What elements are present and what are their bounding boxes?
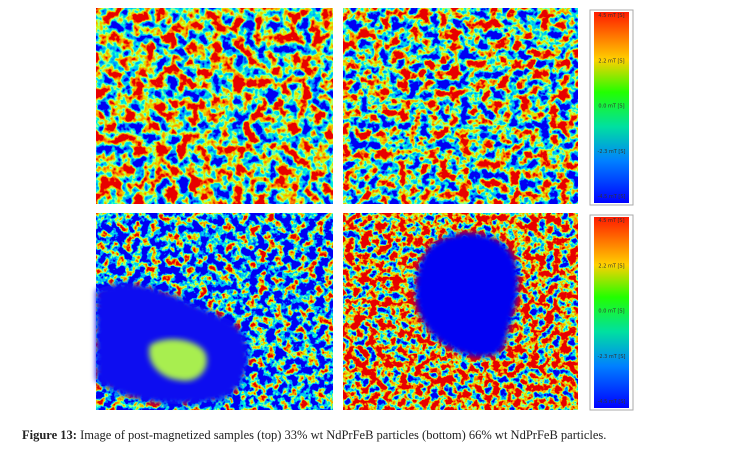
colorbar-label: -2.3 mT [S] bbox=[598, 354, 626, 360]
caption-label: Figure 13: bbox=[22, 428, 77, 442]
map-bottom-right bbox=[343, 213, 578, 410]
map-top-left bbox=[96, 8, 333, 204]
figure: 4.5 mT [S] 2.2 mT [S] 0.0 mT [S] -2.3 mT [S… bbox=[96, 8, 634, 411]
colorbar-label: 4.5 mT [S] bbox=[598, 218, 624, 224]
colorbar-top bbox=[589, 9, 634, 206]
map-top-right bbox=[343, 8, 578, 204]
caption: Figure 13: Image of post-magnetized samp… bbox=[22, 428, 734, 443]
colorbar-label: 0.0 mT [S] bbox=[598, 104, 624, 110]
colorbar-bottom bbox=[589, 214, 634, 411]
colorbar-label: 2.2 mT [S] bbox=[598, 58, 624, 64]
colorbar-label: 2.2 mT [S] bbox=[598, 263, 624, 269]
map-bottom-left bbox=[96, 213, 333, 410]
colorbar-label: -2.3 mT [S] bbox=[598, 149, 626, 155]
colorbar-label: -4.5 mT [S] bbox=[598, 399, 626, 405]
colorbar-label: -4.5 mT [S] bbox=[598, 194, 626, 200]
colorbar-label: 4.5 mT [S] bbox=[598, 13, 624, 19]
caption-text: Image of post-magnetized samples (top) 3… bbox=[80, 428, 607, 442]
colorbar-labels: 4.5 mT [S] 2.2 mT [S] 0.0 mT [S] -2.3 mT [S… bbox=[598, 13, 626, 405]
colorbar-label: 0.0 mT [S] bbox=[598, 309, 624, 315]
